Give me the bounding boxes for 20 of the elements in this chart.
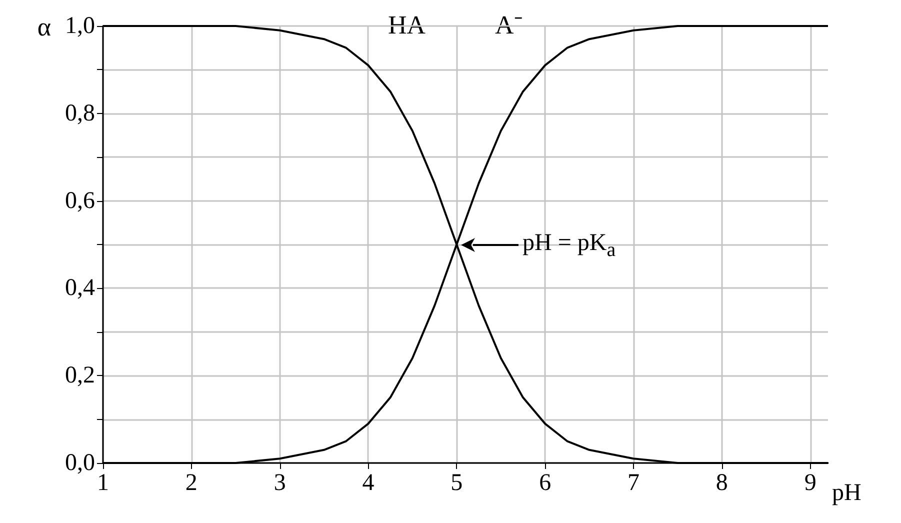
y-tick-label: 0,4 <box>65 275 95 302</box>
x-tick-label: 2 <box>185 470 198 496</box>
x-tick-label: 7 <box>627 470 640 496</box>
series-label: A⁻ <box>495 10 523 40</box>
y-tick-label: 0,8 <box>65 100 95 126</box>
x-tick-label: 4 <box>362 470 374 496</box>
x-tick-label: 8 <box>716 470 728 496</box>
x-tick-label: 5 <box>450 470 463 496</box>
x-tick-label: 6 <box>539 470 552 496</box>
x-tick-label: 9 <box>804 470 816 496</box>
y-tick-label: 1,0 <box>65 13 95 39</box>
y-tick-label: 0,2 <box>65 362 95 389</box>
y-tick-label: 0,0 <box>65 450 95 476</box>
y-tick-label: 0,6 <box>65 188 95 214</box>
x-axis-title: pH <box>832 480 862 506</box>
y-axis-title: α <box>37 12 52 42</box>
annotation: pH = pK$_{a}$ <box>522 228 616 262</box>
x-tick-label: 3 <box>274 470 286 496</box>
series-label: HA <box>388 10 426 40</box>
x-tick-label: 1 <box>97 470 109 496</box>
